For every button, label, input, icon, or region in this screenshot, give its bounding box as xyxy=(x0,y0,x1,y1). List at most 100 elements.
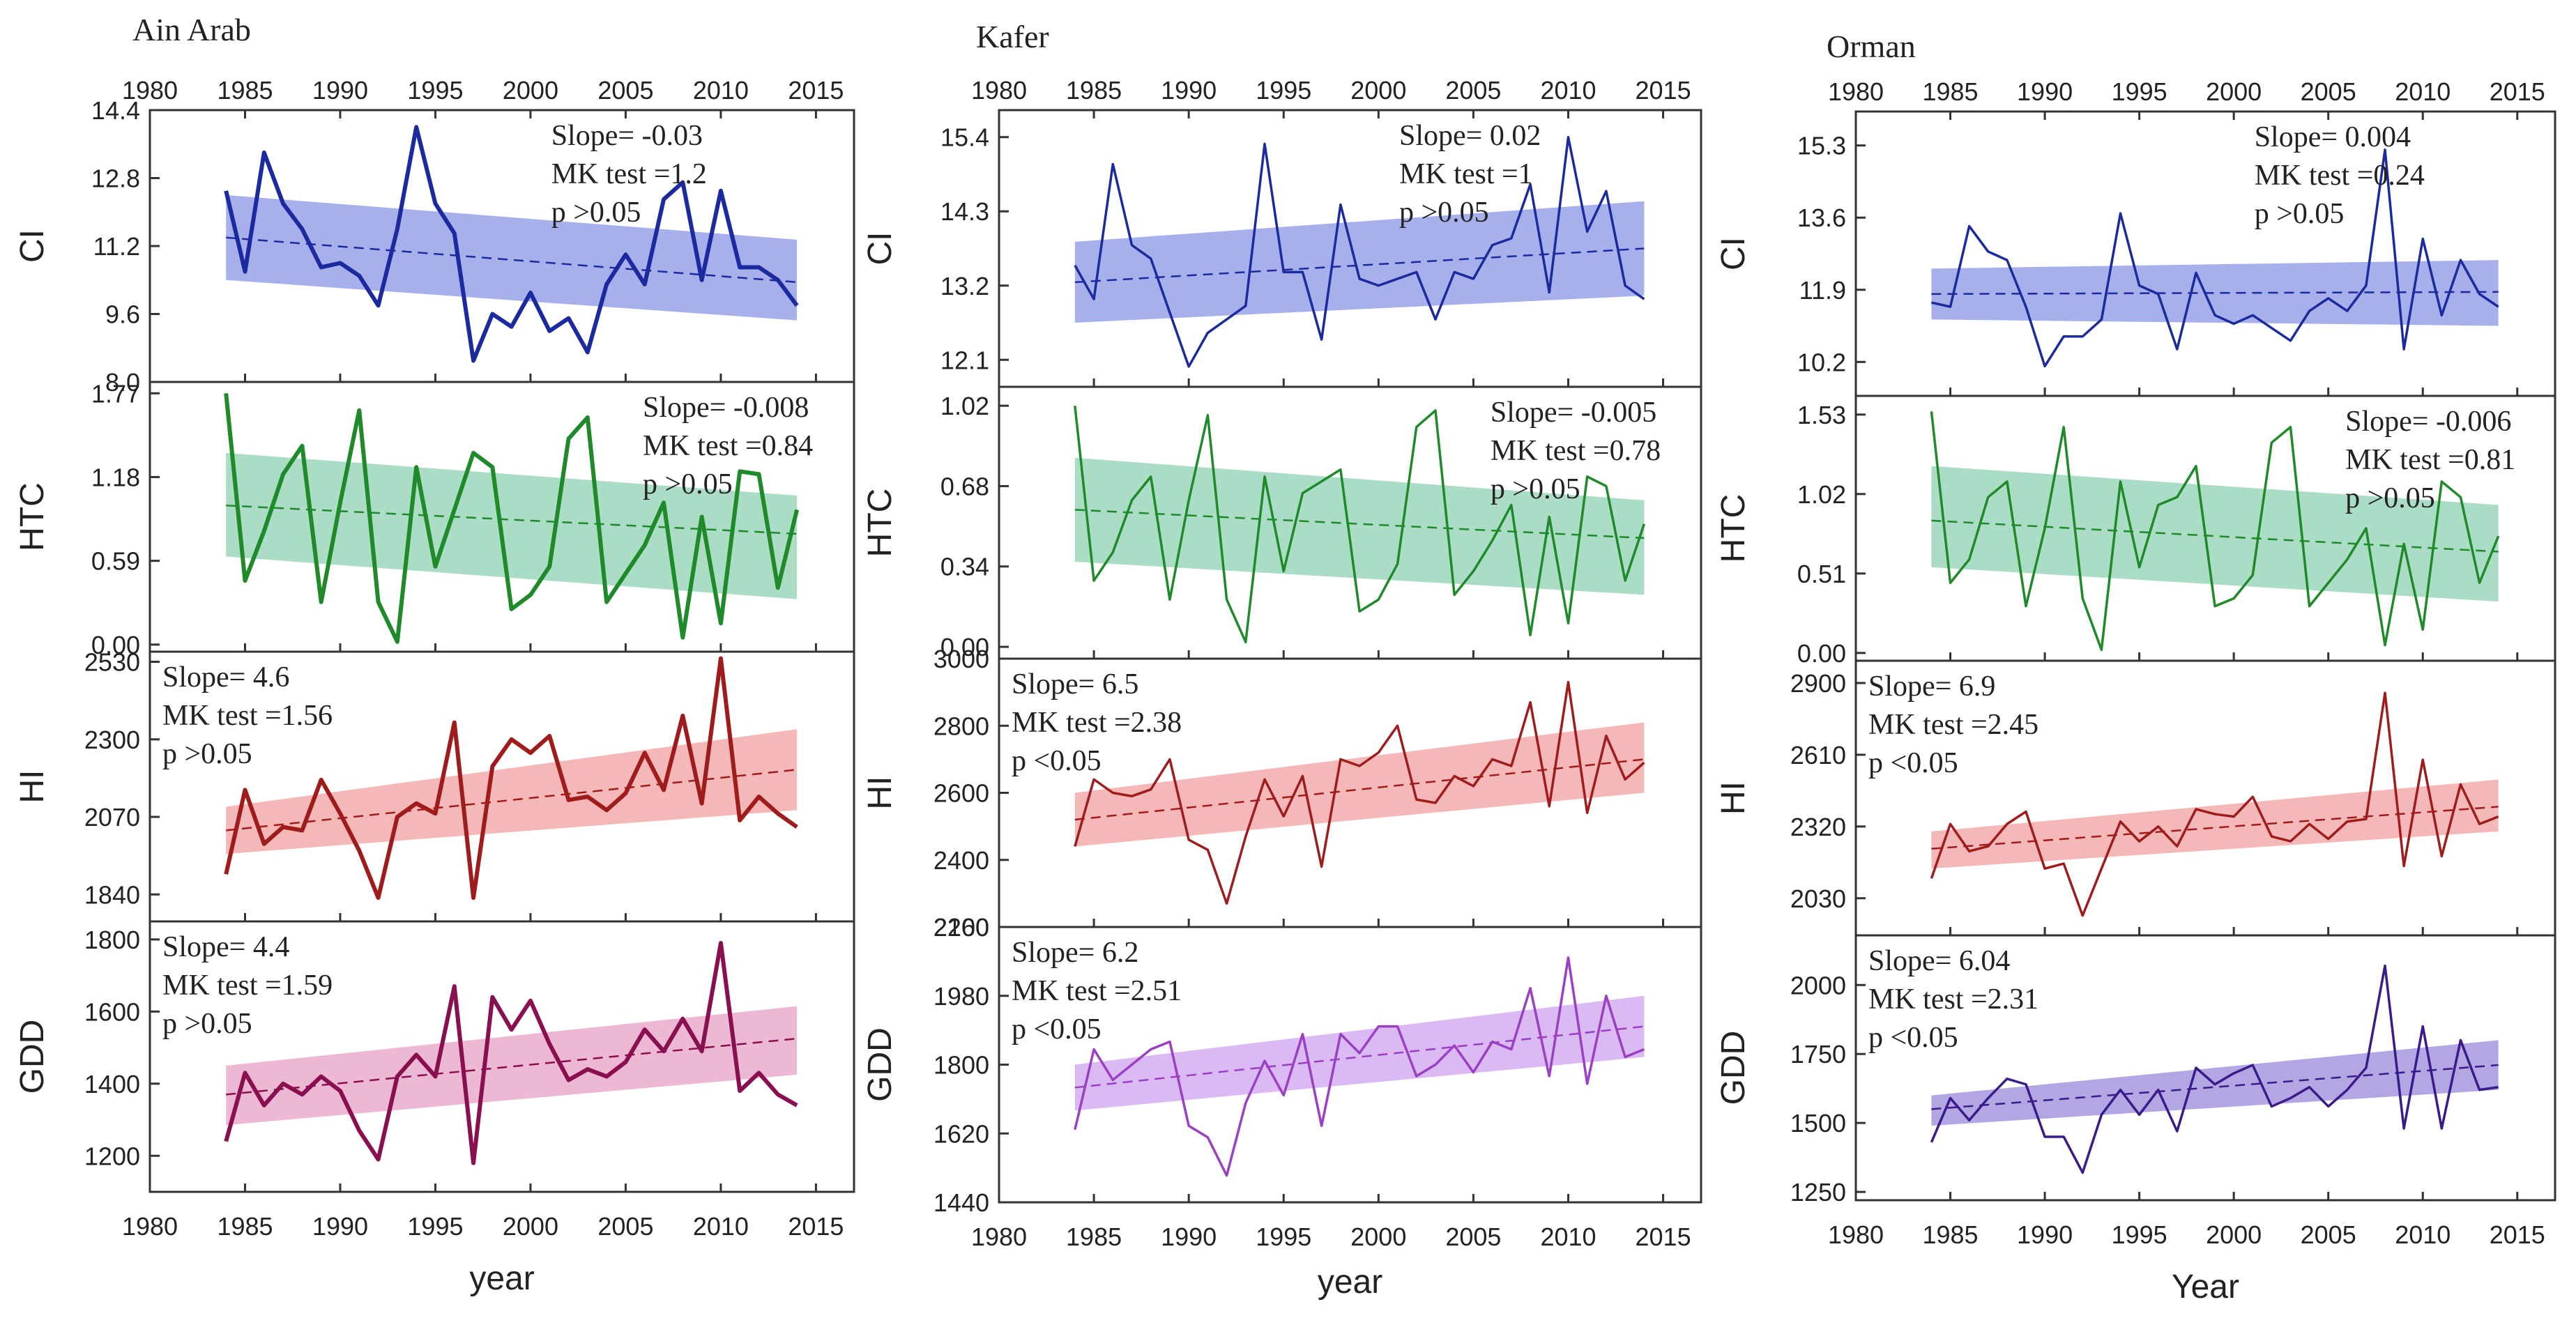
y-axis-label: HTC xyxy=(14,482,51,551)
y-tick-label: 15.4 xyxy=(940,123,989,152)
stat-mk-test: MK test =2.51 xyxy=(1012,975,1182,1007)
stat-p-value: p <0.05 xyxy=(1868,747,1958,779)
y-tick-label: 1800 xyxy=(84,926,140,954)
confidence-band xyxy=(1931,466,2499,602)
top-x-tick-label: 1985 xyxy=(217,76,273,105)
panel-hi: 2030 2320 2610 2900 HI Slope= 6.9 MK test =2.4… xyxy=(1715,659,2556,937)
top-x-tick-label: 2015 xyxy=(788,76,844,105)
stat-slope: Slope= 0.02 xyxy=(1399,120,1541,152)
y-tick-label: 2320 xyxy=(1790,813,1846,841)
bottom-x-tick-label: 2005 xyxy=(597,1212,653,1241)
y-tick-label: 0.59 xyxy=(91,547,140,576)
stat-slope: Slope= 0.004 xyxy=(2255,121,2411,153)
panel-gdd: 1440 1620 1800 1980 2160 GDD Slope= 6.2 MK test… xyxy=(862,913,1702,1217)
stat-p-value: p >0.05 xyxy=(162,1008,252,1040)
series-line xyxy=(1930,411,2500,652)
series-line xyxy=(1930,691,2499,917)
panel-htc: 0.00 0.34 0.68 1.02 HTC Slope= -0.005 MK test … xyxy=(862,385,1702,661)
stat-slope: Slope= 4.6 xyxy=(162,661,289,694)
bottom-x-tick-label: 1985 xyxy=(1066,1223,1122,1251)
y-tick-label: 1200 xyxy=(84,1142,140,1170)
panel-ci: 12.1 13.2 14.3 15.4 CI Slope= 0.02 MK test =1 p… xyxy=(862,109,1702,388)
y-axis-label: GDD xyxy=(1715,1031,1752,1105)
bottom-x-tick-label: 2015 xyxy=(1636,1223,1691,1251)
bottom-x-tick-label: 1995 xyxy=(1256,1223,1311,1251)
chart-kafer: Kafer 1980 1980 1985 1985 1990 1990 1995 1995 200… xyxy=(862,19,1702,1301)
trend-line xyxy=(1931,291,2499,296)
y-tick-label: 2200 xyxy=(933,913,989,942)
top-x-tick-label: 2010 xyxy=(693,76,749,105)
y-tick-label: 14.4 xyxy=(91,96,140,125)
stat-slope: Slope= 4.4 xyxy=(162,931,289,963)
panel-gdd: 1250 1500 1750 2000 GDD Slope= 6.04 MK test =2… xyxy=(1715,934,2556,1206)
top-x-tick-label: 2010 xyxy=(2395,77,2451,106)
y-tick-label: 2900 xyxy=(1790,669,1846,698)
bottom-x-tick-label: 1980 xyxy=(122,1212,178,1241)
stat-p-value: p >0.05 xyxy=(551,197,641,229)
bottom-x-tick-label: 1985 xyxy=(1922,1220,1978,1249)
y-tick-label: 11.9 xyxy=(1799,276,1846,305)
stat-mk-test: MK test =2.31 xyxy=(1868,983,2038,1016)
panel-gdd: 1200 1400 1600 1800 GDD Slope= 4.4 MK test =1.… xyxy=(14,920,855,1193)
stat-slope: Slope= -0.008 xyxy=(643,392,809,424)
top-x-tick-label: 2005 xyxy=(1445,76,1501,105)
stat-mk-test: MK test =0.24 xyxy=(2255,160,2425,192)
x-axis-label: year xyxy=(1318,1264,1382,1301)
series-line xyxy=(1931,148,2499,368)
top-x-tick-label: 2015 xyxy=(1636,76,1691,105)
panel-hi: 2200 2400 2600 2800 3000 HI Slope= 6.5 MK test … xyxy=(862,645,1702,942)
bottom-x-tick-label: 2000 xyxy=(2206,1220,2262,1249)
y-axis-label: HTC xyxy=(862,489,899,558)
y-axis-label: GDD xyxy=(14,1020,51,1094)
bottom-x-tick-label: 1990 xyxy=(312,1212,368,1241)
panel-htc: 0.00 0.59 1.18 1.77 HTC Slope= -0.008 MK test … xyxy=(14,379,855,659)
y-tick-label: 2600 xyxy=(933,779,989,808)
top-x-tick-label: 2015 xyxy=(2490,77,2545,106)
bottom-x-tick-label: 1995 xyxy=(2112,1220,2167,1249)
stat-p-value: p <0.05 xyxy=(1868,1022,1958,1054)
y-axis-label: GDD xyxy=(862,1027,899,1102)
y-axis-label: CI xyxy=(1715,237,1752,270)
x-axis-label: Year xyxy=(2172,1269,2239,1305)
y-tick-label: 8.0 xyxy=(105,368,140,397)
confidence-band xyxy=(1931,260,2499,326)
stat-mk-test: MK test =0.84 xyxy=(643,430,813,462)
y-tick-label: 3000 xyxy=(933,645,989,673)
y-tick-label: 1.53 xyxy=(1797,401,1846,429)
y-tick-label: 14.3 xyxy=(940,197,989,226)
bottom-x-tick-label: 1995 xyxy=(407,1212,463,1241)
top-x-tick-label: 1980 xyxy=(1828,77,1884,106)
trend-line xyxy=(1931,806,2499,850)
series-line xyxy=(1930,964,2499,1174)
top-x-tick-label: 2000 xyxy=(2206,77,2262,106)
top-x-tick-label: 1990 xyxy=(2017,77,2073,106)
y-tick-label: 9.6 xyxy=(105,300,140,329)
series-line xyxy=(224,656,798,901)
stat-mk-test: MK test =1 xyxy=(1399,158,1533,190)
y-axis-label: CI xyxy=(862,232,899,266)
y-tick-label: 1600 xyxy=(84,997,140,1026)
stat-mk-test: MK test =2.38 xyxy=(1012,707,1182,739)
top-x-tick-label: 2000 xyxy=(503,76,558,105)
y-tick-label: 2030 xyxy=(1790,884,1846,913)
panel-htc: 0.00 0.51 1.02 1.53 HTC Slope= -0.006 MK test … xyxy=(1715,394,2556,668)
stat-mk-test: MK test =2.45 xyxy=(1868,709,2038,741)
stat-mk-test: MK test =0.81 xyxy=(2345,444,2515,476)
confidence-band xyxy=(1074,457,1645,595)
bottom-x-tick-label: 2000 xyxy=(503,1212,558,1241)
stat-p-value: p <0.05 xyxy=(1012,1013,1102,1045)
y-tick-label: 2300 xyxy=(84,726,140,754)
y-axis-label: CI xyxy=(14,229,51,263)
station-title: Orman xyxy=(1827,29,1916,64)
panel-frame xyxy=(1854,110,2556,397)
trend-line xyxy=(1931,1064,2499,1110)
y-axis-label: HI xyxy=(862,776,899,810)
y-tick-label: 10.2 xyxy=(1797,348,1846,376)
stat-mk-test: MK test =1.59 xyxy=(162,970,333,1002)
y-tick-label: 0.00 xyxy=(940,633,989,661)
y-tick-label: 11.2 xyxy=(93,232,140,261)
y-tick-label: 0.00 xyxy=(1797,639,1846,668)
series-line xyxy=(1074,405,1646,644)
top-x-tick-label: 2000 xyxy=(1350,76,1406,105)
y-tick-label: 1620 xyxy=(933,1119,989,1148)
